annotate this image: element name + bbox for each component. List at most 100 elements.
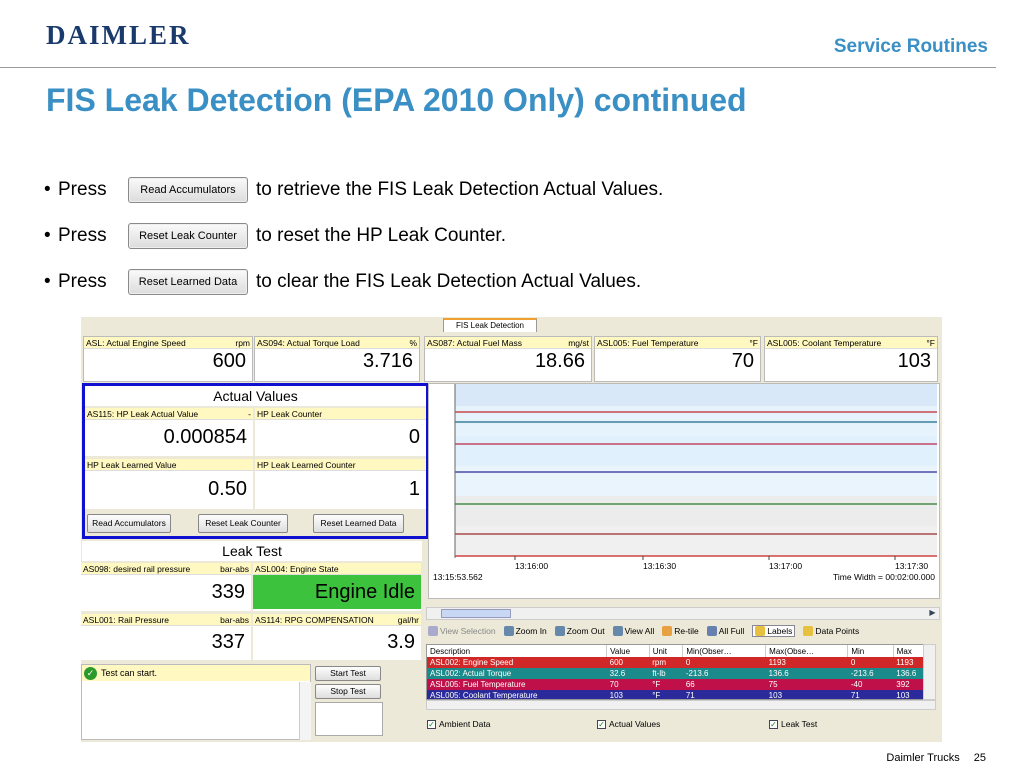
- status-row: ✓ Test can start.: [82, 665, 310, 681]
- gauge-label: ASL001: Rail Pressure: [83, 615, 169, 625]
- chart-band: [455, 384, 937, 406]
- column-header[interactable]: Value: [606, 645, 650, 657]
- start-test-button[interactable]: Start Test: [315, 666, 381, 681]
- data-points-button[interactable]: Data Points: [803, 626, 859, 636]
- bullet-dot: •: [44, 179, 51, 200]
- gauge-value: 337: [211, 631, 245, 653]
- table-row[interactable]: ASL002: Engine Speed 600 rpm 0 1193 0 1193: [427, 657, 935, 668]
- checkbox-box[interactable]: ✓: [427, 719, 436, 729]
- column-header[interactable]: Description: [427, 645, 608, 657]
- status-text: Test can start.: [101, 668, 158, 678]
- check-circle-icon: ✓: [84, 666, 97, 680]
- gauge-hp-leak-counter: HP Leak Counter 0: [255, 408, 426, 456]
- gauge-unit: bar-abs: [220, 615, 249, 625]
- table-cell: 71: [685, 691, 695, 700]
- header-divider: [0, 67, 996, 68]
- leak-test-checkbox[interactable]: ✓ Leak Test: [769, 719, 817, 729]
- press-label: Press: [58, 179, 107, 200]
- zoom-out-button[interactable]: Zoom Out: [554, 626, 605, 636]
- tab-fis-leak-detection[interactable]: FIS Leak Detection: [443, 318, 537, 332]
- table-row[interactable]: ASL005: Coolant Temperature 103 °F 71 103 71 1…: [427, 690, 935, 700]
- table-cell: ASL005: Fuel Temperature: [430, 680, 526, 689]
- footer: Daimler Trucks 25: [886, 752, 986, 764]
- labels-icon: [755, 626, 766, 636]
- chart-scrollbar[interactable]: ▶: [426, 607, 940, 620]
- column-header[interactable]: Max(Obse…: [765, 645, 849, 657]
- section-title: Service Routines: [833, 36, 988, 57]
- magnifier-icon: [428, 626, 438, 636]
- bullet-dot: •: [44, 271, 51, 292]
- press-label: Press: [58, 225, 107, 246]
- gauge-fuel-temperature: ASL005: Fuel Temperature °F 70: [594, 336, 761, 382]
- chart-start-time: 13:15:53.562: [433, 572, 483, 582]
- re-tile-button[interactable]: Re-tile: [662, 626, 699, 636]
- tick-label: 13:17:00: [769, 561, 803, 571]
- bullet-dot: •: [44, 225, 51, 246]
- checkbox-box[interactable]: ✓: [769, 719, 778, 729]
- gauge-unit: mg/st: [568, 338, 589, 348]
- gauge-label: AS094: Actual Torque Load: [257, 338, 360, 348]
- actual-values-panel: Actual Values AS115: HP Leak Actual Valu…: [82, 383, 429, 539]
- actual-values-checkbox[interactable]: ✓ Actual Values: [597, 719, 660, 729]
- gauge-value: 1: [408, 478, 420, 500]
- stop-test-button[interactable]: Stop Test: [315, 684, 381, 699]
- chart-time-width: Time Width = 00:02:00.000: [833, 572, 935, 582]
- table-cell: 136.6: [768, 669, 789, 678]
- gauge-value: Engine Idle: [253, 575, 421, 609]
- bullet-text: to clear the FIS Leak Detection Actual V…: [256, 271, 642, 292]
- gauge-value: 600: [212, 350, 246, 372]
- chart-toolbar: View Selection Zoom In Zoom Out View All…: [426, 622, 940, 640]
- table-cell: 71: [850, 691, 860, 700]
- actual-values-caption: Actual Values: [85, 386, 426, 406]
- zoom-out-icon: [554, 626, 565, 636]
- scroll-right-icon[interactable]: ▶: [929, 608, 936, 617]
- labels-button[interactable]: Labels: [752, 625, 796, 637]
- column-header[interactable]: Unit: [649, 645, 684, 657]
- ambient-data-checkbox[interactable]: ✓ Ambient Data: [427, 719, 491, 729]
- gauge-value: 0.000854: [163, 426, 247, 448]
- table-row[interactable]: ASL002: Actual Torque 32.6 ft-lb -213.6 136.…: [427, 668, 935, 679]
- scrollbar-thumb[interactable]: [441, 609, 511, 618]
- view-all-button[interactable]: View All: [612, 626, 654, 636]
- gauge-value: 3.716: [362, 350, 413, 372]
- zoom-in-icon: [503, 626, 514, 636]
- checkbox-box[interactable]: ✓: [597, 719, 606, 729]
- gauge-unit: °F: [749, 338, 758, 348]
- column-header[interactable]: Min(Obser…: [682, 645, 767, 657]
- reset-leak-counter-button-image: Reset Leak Counter: [128, 223, 248, 249]
- reset-leak-counter-button[interactable]: Reset Leak Counter: [198, 514, 288, 533]
- table-cell: -40: [850, 680, 863, 689]
- table-cell: 136.6: [896, 669, 917, 678]
- column-header[interactable]: Min: [847, 645, 894, 657]
- test-output-field[interactable]: [315, 702, 383, 736]
- read-accumulators-button[interactable]: Read Accumulators: [87, 514, 171, 533]
- chart-band: [455, 526, 937, 556]
- bullet-text: to retrieve the FIS Leak Detection Actua…: [256, 179, 664, 200]
- table-cell: ASL005: Coolant Temperature: [430, 691, 538, 700]
- all-full-button[interactable]: All Full: [706, 626, 744, 636]
- checkbox-label: Ambient Data: [439, 719, 491, 729]
- tick-label: 13:16:30: [643, 561, 677, 571]
- reset-learned-data-button[interactable]: Reset Learned Data: [313, 514, 404, 533]
- gauge-label: AS098: desired rail pressure: [83, 564, 191, 574]
- footer-brand: Daimler Trucks: [886, 752, 960, 764]
- gauge-unit: gal/hr: [397, 615, 419, 625]
- gauge-unit: bar-abs: [220, 564, 249, 574]
- gauge-value: 18.66: [534, 350, 585, 372]
- gauge-label: HP Leak Learned Value: [87, 460, 177, 470]
- all-full-icon: [706, 626, 717, 636]
- status-scrollbar[interactable]: [299, 682, 311, 740]
- gauge-coolant-temperature: ASL005: Coolant Temperature °F 103: [764, 336, 938, 382]
- table-cell: °F: [652, 691, 661, 700]
- zoom-in-button[interactable]: Zoom In: [503, 626, 547, 636]
- table-cell: 1193: [896, 658, 914, 667]
- gauge-label: ASL005: Coolant Temperature: [767, 338, 882, 348]
- table-cell: -213.6: [685, 669, 709, 678]
- gauge-label: ASL: Actual Engine Speed: [86, 338, 186, 348]
- table-row[interactable]: ASL005: Fuel Temperature 70 °F 66 75 -40 392: [427, 679, 935, 690]
- table-scrollbar[interactable]: [923, 644, 936, 700]
- view-selection-button[interactable]: View Selection: [428, 626, 496, 636]
- table-cell: 66: [685, 680, 695, 689]
- table-h-scrollbar[interactable]: [426, 700, 936, 710]
- press-label: Press: [58, 271, 107, 292]
